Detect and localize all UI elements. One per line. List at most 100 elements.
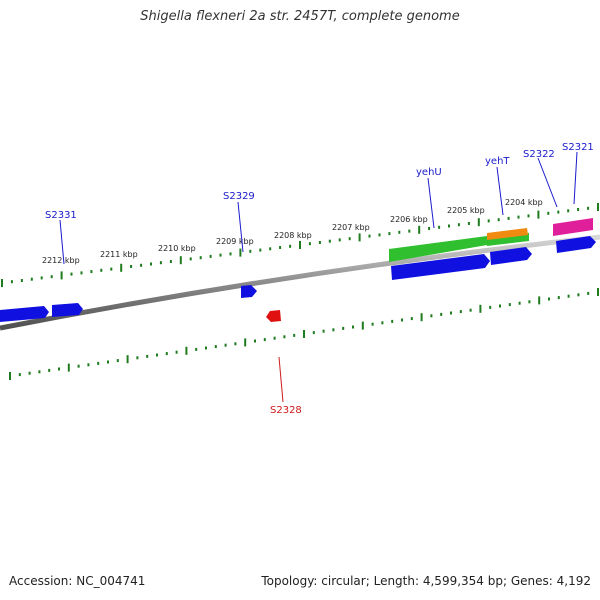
feature-pink-s2321[interactable] [553,218,593,236]
upper-tick-58 [577,208,580,211]
lower-tick-0 [9,372,11,380]
leader-s2329 [237,201,244,253]
upper-tick-6 [60,271,63,280]
gene-arrow-s2331[interactable] [52,303,83,317]
gene-arrow-yehT-cds[interactable] [490,247,532,265]
lower-tick-14 [146,354,149,358]
lower-tick-15 [156,353,158,357]
gene-arrow-s2321-cds[interactable] [556,236,596,253]
lower-tick-31 [312,331,315,335]
upper-tick-30 [299,241,301,249]
upper-tick-23 [229,252,232,256]
lower-tick-3 [38,370,41,374]
upper-tick-36 [358,233,361,242]
lower-tick-43 [430,314,433,318]
leader-s2331 [59,219,65,265]
lower-tick-35 [352,325,354,329]
upper-tick-14 [140,263,143,267]
tick-label-2208: 2208 kbp [274,231,312,240]
lower-tick-40 [401,318,403,322]
upper-tick-42 [418,225,421,234]
upper-tick-22 [219,253,222,257]
accession-value: NC_004741 [76,574,146,588]
lower-tick-17 [175,350,178,354]
lower-tick-9 [97,361,100,365]
genes-label: Genes: [510,574,553,588]
lower-tick-29 [293,333,296,337]
label-s2331: S2331 [45,210,77,221]
accession-label: Accession: [9,574,73,588]
leader-yehU [427,177,435,229]
lower-tick-32 [322,329,325,333]
upper-scale-ticks [1,203,599,287]
upper-tick-53 [527,214,530,218]
label-leaders [59,151,578,403]
feature-orange-yehT[interactable] [487,228,528,240]
gene-labels: S2331 S2329 S2328 yehU yehT S2322 S2321 [45,142,594,416]
upper-tick-35 [348,237,351,241]
upper-tick-43 [428,227,431,230]
feature-green-yehU[interactable] [389,236,487,262]
upper-tick-1 [10,280,13,284]
forward-features [0,236,596,322]
upper-tick-52 [517,215,520,219]
upper-tick-19 [189,257,192,261]
upper-tick-13 [130,265,133,268]
upper-tick-60 [597,203,599,211]
gene-arrow-s2328[interactable] [266,310,281,322]
label-yehU: yehU [416,167,442,178]
upper-tick-18 [179,256,182,265]
upper-tick-55 [547,211,550,215]
lower-tick-33 [332,328,335,332]
upper-tick-34 [338,238,341,242]
upper-tick-37 [368,234,371,238]
leader-s2328 [278,356,284,403]
lower-tick-36 [361,321,364,330]
lower-tick-57 [567,294,570,298]
lower-scale-ticks [9,288,599,380]
upper-tick-5 [50,275,53,279]
lower-tick-42 [420,313,423,322]
tick-label-2212: 2212 kbp [42,256,80,265]
upper-tick-28 [279,246,282,249]
upper-tick-16 [159,261,162,265]
upper-tick-25 [249,249,252,253]
label-s2328: S2328 [270,405,302,416]
lower-tick-39 [391,319,394,323]
label-s2329: S2329 [223,191,255,202]
lower-tick-20 [205,346,207,350]
upper-tick-47 [467,222,470,225]
gene-arrow-left-edge[interactable] [0,306,49,322]
upper-tick-33 [328,239,331,243]
lower-tick-12 [126,355,129,364]
rna-features [389,218,593,262]
upper-tick-48 [477,218,480,227]
gene-arrow-s2329[interactable] [241,285,257,298]
upper-tick-9 [90,270,93,274]
lower-tick-7 [77,364,80,368]
lower-tick-50 [499,304,501,308]
lower-tick-44 [440,312,443,316]
upper-tick-17 [169,260,172,263]
upper-tick-51 [507,216,510,220]
upper-tick-59 [587,206,590,210]
gene-arrow-yehU-cds[interactable] [391,254,490,280]
upper-tick-7 [70,272,73,276]
upper-tick-54 [537,210,540,219]
upper-tick-10 [100,268,103,272]
lower-tick-49 [489,305,492,309]
lower-tick-24 [244,338,247,347]
tick-label-2205: 2205 kbp [447,206,485,215]
feature-green-yehT[interactable] [487,233,529,246]
upper-tick-27 [269,247,272,251]
map-title: Shigella flexneri 2a str. 2457T, complet… [140,9,460,24]
lower-tick-38 [381,321,384,325]
lower-tick-10 [107,360,109,364]
upper-tick-50 [497,218,500,222]
lower-tick-51 [508,303,511,307]
lower-tick-30 [303,330,305,338]
leader-s2321 [573,151,578,205]
upper-tick-39 [388,232,391,236]
upper-tick-29 [289,244,292,248]
